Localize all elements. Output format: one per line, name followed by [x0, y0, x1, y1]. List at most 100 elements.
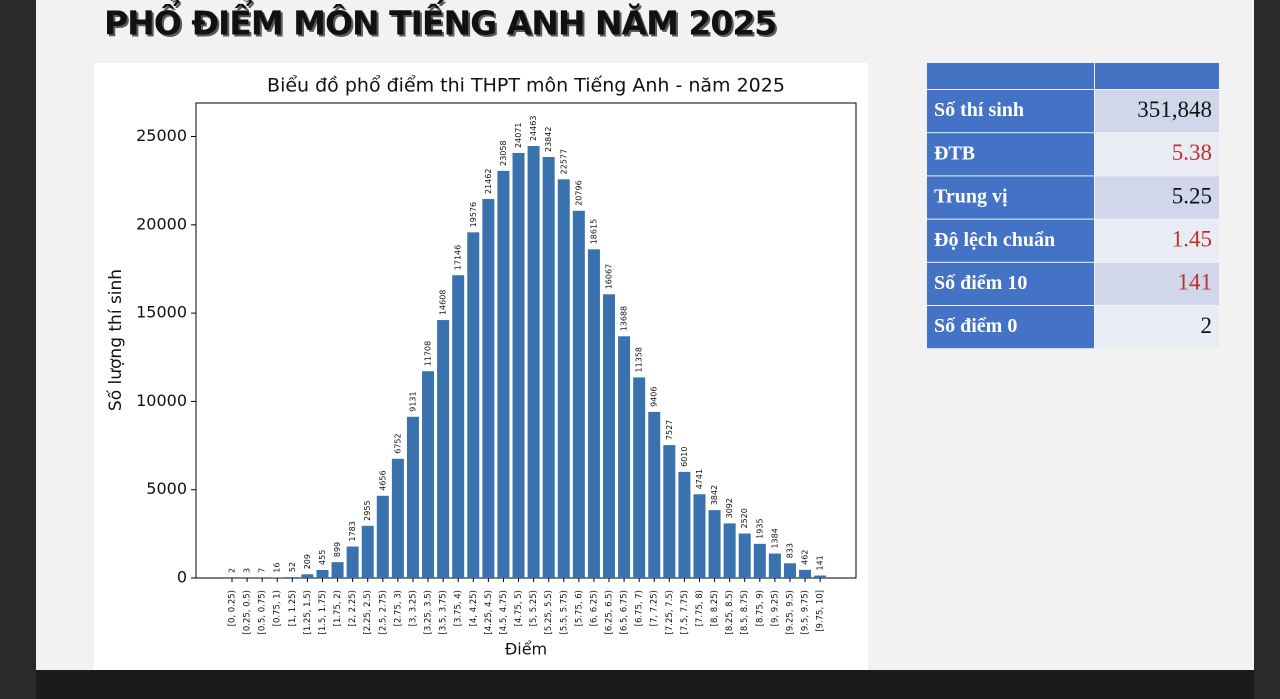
bar — [557, 179, 570, 578]
bar — [738, 533, 751, 578]
table-label-cell — [927, 133, 1094, 176]
bar — [799, 569, 812, 578]
bar — [618, 336, 631, 578]
x-tick-label: [2, 2.25) — [348, 590, 358, 626]
x-tick-label: [5, 5.25) — [529, 590, 539, 626]
x-tick-label: [9, 9.25) — [770, 590, 780, 626]
bar — [783, 563, 796, 578]
bar — [316, 569, 329, 578]
bar — [723, 523, 736, 578]
bar — [437, 320, 450, 578]
data-label: 209 — [303, 554, 312, 569]
table-label: Trung vị — [934, 186, 1008, 208]
bar — [361, 525, 374, 578]
bottom-bar — [36, 670, 1254, 699]
bar — [497, 170, 510, 578]
bar — [512, 152, 525, 578]
x-tick-label: [4, 4.25) — [469, 590, 479, 626]
data-label: 6752 — [393, 433, 402, 453]
y-tick-label: 15000 — [136, 303, 187, 322]
x-tick-label: [0, 0.25) — [228, 590, 238, 626]
data-label: 833 — [785, 543, 794, 558]
bar — [814, 575, 827, 578]
x-tick-label: [3.25, 3.5) — [424, 590, 434, 634]
x-tick-label: [8.75, 9) — [755, 590, 765, 626]
data-label: 9406 — [650, 387, 659, 407]
x-tick-label: [2.5, 2.75) — [378, 590, 388, 634]
bar — [663, 445, 676, 578]
y-tick-label: 20000 — [136, 214, 187, 233]
data-label: 22577 — [559, 149, 568, 174]
table-label-cell — [927, 90, 1094, 133]
table-label-cell — [927, 262, 1094, 305]
bar — [301, 574, 314, 578]
x-tick-label: [1.25, 1.5) — [303, 590, 313, 634]
bar — [768, 553, 781, 578]
data-label: 23842 — [544, 127, 553, 152]
table-label: Độ lệch chuẩn — [934, 229, 1055, 251]
data-label: 13688 — [620, 306, 629, 331]
bar — [376, 495, 389, 578]
table-label-cell — [927, 176, 1094, 219]
data-label: 455 — [318, 550, 327, 565]
data-label: 141 — [816, 555, 825, 570]
data-label: 14608 — [439, 290, 448, 315]
x-tick-label: [3.5, 3.75) — [439, 590, 449, 634]
data-label: 17146 — [454, 245, 463, 270]
table-value-cell — [1095, 133, 1219, 176]
bar — [708, 510, 721, 578]
table-label-cell — [927, 219, 1094, 262]
bar — [467, 232, 480, 578]
bar — [603, 294, 615, 578]
x-tick-label: [5.25, 5.5) — [544, 590, 554, 634]
data-label: 20796 — [574, 180, 583, 205]
table-value: 5.38 — [1172, 140, 1212, 165]
x-tick-label: [5.75, 6) — [574, 590, 584, 626]
data-label: 4656 — [378, 470, 387, 490]
data-label: 11358 — [635, 347, 644, 372]
data-label: 23058 — [499, 140, 508, 165]
data-label: 24463 — [529, 116, 538, 141]
bar — [452, 275, 465, 578]
x-tick-label: [0.75, 1) — [273, 590, 283, 626]
x-tick-label: [7.75, 8) — [695, 590, 705, 626]
data-label: 6010 — [680, 447, 689, 467]
bar — [648, 411, 661, 578]
bar — [527, 146, 540, 578]
y-tick-label: 25000 — [136, 126, 187, 145]
data-label: 3842 — [710, 485, 719, 505]
table-value-cell — [1095, 219, 1219, 262]
data-label: 11708 — [424, 341, 433, 366]
data-label: 1935 — [755, 518, 764, 538]
bar — [678, 471, 691, 578]
y-axis-label: Số lượng thí sinh — [105, 269, 126, 411]
table-value-cell — [1095, 176, 1219, 219]
table-label: Số thí sinh — [934, 99, 1024, 121]
bar — [331, 562, 344, 578]
y-tick-label: 5000 — [146, 479, 187, 498]
data-label: 16 — [273, 563, 282, 573]
x-tick-label: [6.5, 6.75) — [620, 590, 630, 634]
table-label: Số điểm 0 — [934, 315, 1017, 337]
x-tick-label: [6.75, 7) — [635, 590, 645, 626]
data-label: 18615 — [589, 219, 598, 244]
x-tick-label: [1.75, 2) — [333, 590, 343, 626]
x-tick-label: [2.25, 2.5) — [363, 590, 373, 634]
data-label: 21462 — [484, 169, 493, 194]
table-label: Số điểm 10 — [934, 272, 1027, 294]
bar — [406, 416, 419, 578]
table-value: 141 — [1178, 270, 1213, 295]
x-tick-label: [2.75, 3) — [393, 590, 403, 626]
bar — [572, 210, 585, 578]
x-tick-label: [3.75, 4) — [454, 590, 464, 626]
x-tick-label: [0.5, 0.75) — [258, 590, 268, 634]
bar — [286, 577, 299, 578]
y-tick-label: 0 — [177, 568, 187, 587]
table-label-cell — [927, 306, 1094, 349]
x-tick-label: [4.75, 5) — [514, 590, 524, 626]
data-label: 3092 — [725, 498, 734, 518]
data-label: 7527 — [665, 420, 674, 440]
table-value-cell — [1095, 262, 1219, 305]
